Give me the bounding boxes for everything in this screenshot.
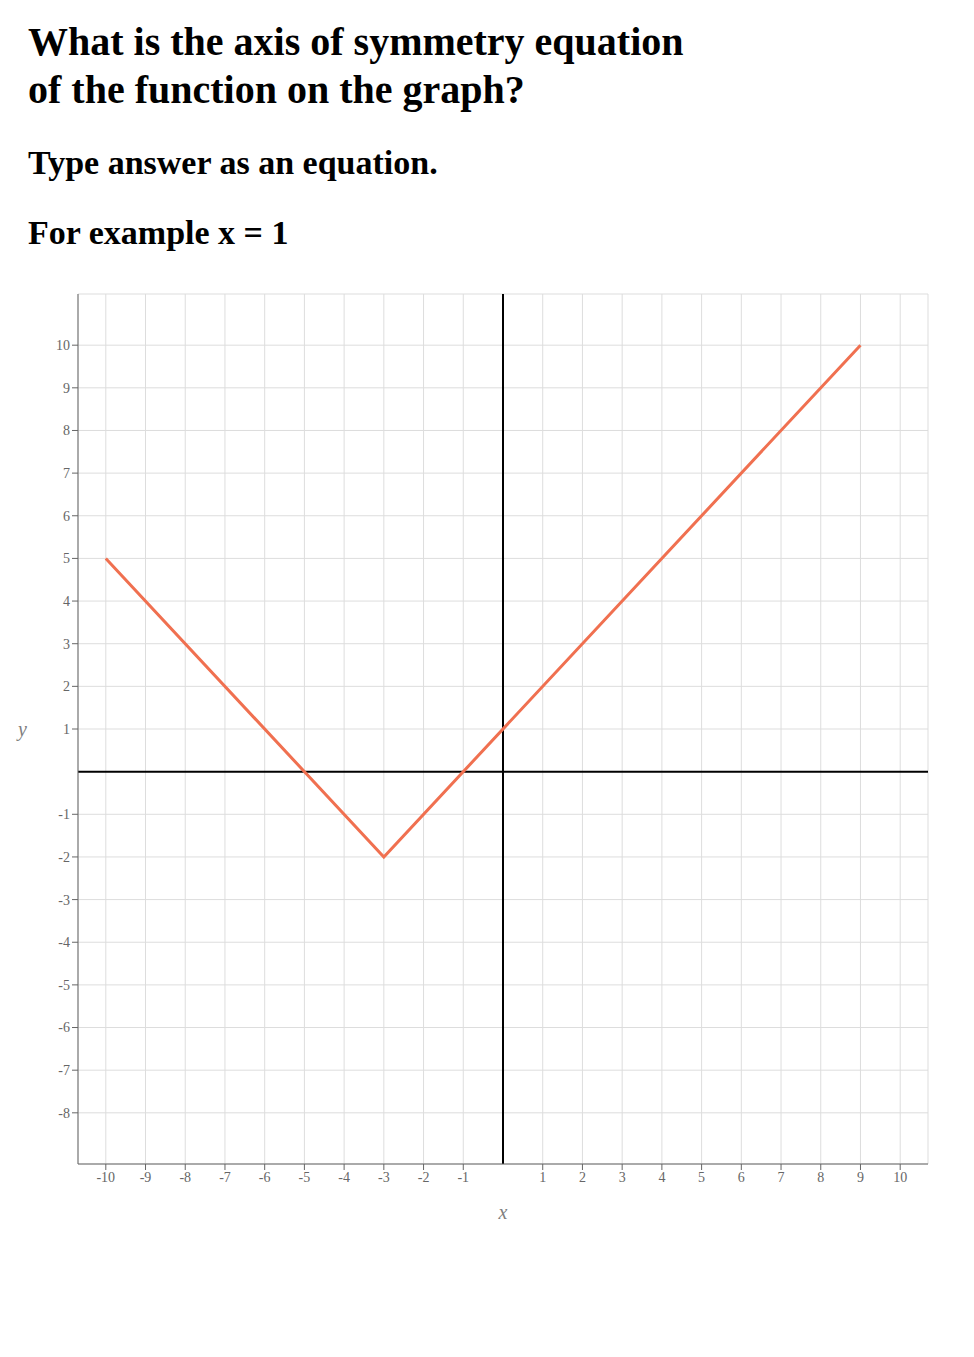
svg-text:8: 8 <box>63 423 70 438</box>
svg-text:-1: -1 <box>457 1170 469 1185</box>
svg-text:-3: -3 <box>58 893 70 908</box>
svg-text:1: 1 <box>539 1170 546 1185</box>
svg-text:-5: -5 <box>299 1170 311 1185</box>
svg-text:-8: -8 <box>179 1170 191 1185</box>
svg-text:-2: -2 <box>418 1170 430 1185</box>
svg-text:-10: -10 <box>96 1170 115 1185</box>
svg-text:2: 2 <box>63 679 70 694</box>
svg-text:3: 3 <box>619 1170 626 1185</box>
svg-text:9: 9 <box>63 381 70 396</box>
svg-text:8: 8 <box>817 1170 824 1185</box>
svg-text:-5: -5 <box>58 978 70 993</box>
svg-text:3: 3 <box>63 637 70 652</box>
svg-text:6: 6 <box>738 1170 745 1185</box>
svg-text:10: 10 <box>893 1170 907 1185</box>
svg-text:y: y <box>16 718 27 741</box>
svg-text:-3: -3 <box>378 1170 390 1185</box>
svg-text:7: 7 <box>778 1170 785 1185</box>
svg-text:-2: -2 <box>58 850 70 865</box>
html-text:For example x = 1: For example x = 1 <box>28 214 289 251</box>
svg-text:-1: -1 <box>58 807 70 822</box>
svg-text:x: x <box>498 1201 508 1223</box>
html-text:What is the axis of symmetry e: What is the axis of symmetry equation <box>28 19 684 64</box>
svg-text:2: 2 <box>579 1170 586 1185</box>
svg-text:4: 4 <box>658 1170 665 1185</box>
svg-text:4: 4 <box>63 594 70 609</box>
svg-text:5: 5 <box>698 1170 705 1185</box>
svg-text:-4: -4 <box>58 935 70 950</box>
html-text:of the function on the graph?: of the function on the graph? <box>28 67 525 112</box>
svg-text:7: 7 <box>63 466 70 481</box>
svg-text:-9: -9 <box>140 1170 152 1185</box>
svg-text:5: 5 <box>63 551 70 566</box>
svg-text:-6: -6 <box>58 1020 70 1035</box>
svg-text:10: 10 <box>56 338 70 353</box>
svg-text:-4: -4 <box>338 1170 350 1185</box>
svg-text:-7: -7 <box>58 1063 70 1078</box>
svg-text:-6: -6 <box>259 1170 271 1185</box>
svg-text:-7: -7 <box>219 1170 231 1185</box>
html-text:Type answer as an equation.: Type answer as an equation. <box>28 144 438 181</box>
svg-text:1: 1 <box>63 722 70 737</box>
svg-text:-8: -8 <box>58 1106 70 1121</box>
svg-text:6: 6 <box>63 509 70 524</box>
svg-text:9: 9 <box>857 1170 864 1185</box>
